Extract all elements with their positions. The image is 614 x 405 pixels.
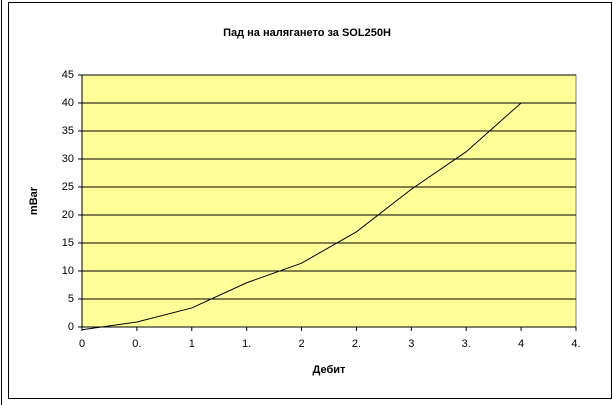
- y-tick-label: 25: [62, 181, 74, 193]
- y-tick-label: 0: [68, 321, 74, 333]
- y-tick-label: 5: [68, 293, 74, 305]
- y-axis-title: mBar: [28, 186, 40, 215]
- x-tick-label: 2: [298, 338, 304, 350]
- y-tick-label: 35: [62, 125, 74, 137]
- x-tick-label: 0: [79, 338, 85, 350]
- chart-border: [8, 2, 612, 399]
- y-tick-label: 40: [62, 97, 74, 109]
- x-tick-label: 3.: [462, 338, 471, 350]
- x-axis-title: Дебит: [313, 364, 347, 376]
- plot-area: [81, 74, 577, 328]
- y-tick-label: 30: [62, 153, 74, 165]
- y-tick-label: 15: [62, 237, 74, 249]
- chart-title: Пад на налягането за SOL250H: [223, 27, 391, 39]
- data-line: [81, 102, 522, 331]
- x-tick-label: 4.: [571, 338, 580, 350]
- x-tick-label: 3: [408, 338, 414, 350]
- x-tick-label: 2.: [352, 338, 361, 350]
- y-tick-label: 20: [62, 209, 74, 221]
- y-tick-label: 45: [62, 69, 74, 81]
- x-tick-label: 1.: [242, 338, 251, 350]
- x-tick-label: 4: [518, 338, 524, 350]
- x-tick-label: 0.: [132, 338, 141, 350]
- y-tick-label: 10: [62, 265, 74, 277]
- x-tick-label: 1: [189, 338, 195, 350]
